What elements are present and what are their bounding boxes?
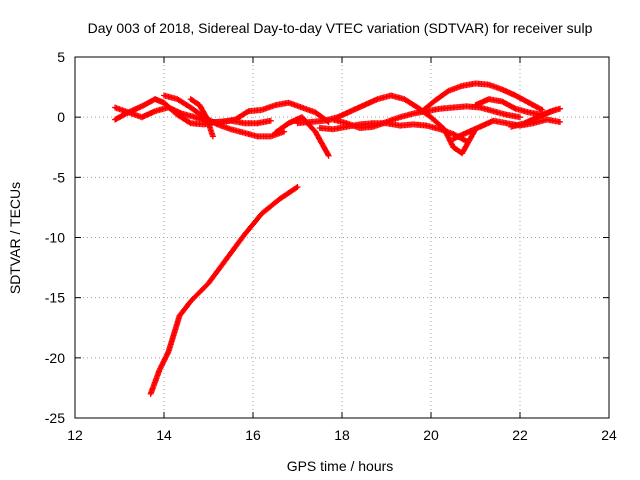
marker-path	[330, 103, 523, 131]
series-trace-10	[450, 116, 563, 142]
y-tick-label: -20	[45, 350, 65, 366]
chart-title: Day 003 of 2018, Sidereal Day-to-day VTE…	[88, 20, 593, 36]
y-axis-title: SDTVAR / TECUs	[7, 182, 23, 294]
series-trace-6	[294, 92, 479, 157]
series-trace-8	[330, 103, 523, 131]
x-tick-label: 18	[334, 427, 350, 443]
series-trace-5	[272, 114, 332, 159]
marker-path	[508, 105, 563, 130]
x-tick-label: 12	[67, 427, 83, 443]
marker-path	[272, 114, 332, 159]
series-trace-7	[316, 120, 470, 145]
y-tick-label: -15	[45, 290, 65, 306]
series-trace-descending	[147, 184, 301, 397]
y-tick-label: -25	[45, 410, 65, 426]
x-tick-label: 24	[601, 427, 617, 443]
marker-path	[187, 96, 216, 140]
marker-path	[147, 184, 301, 397]
marker-path	[316, 120, 470, 145]
axis-ticks: 12 14 16 18 20 22 24 -25 -20 -15 -10 -5 0 5	[45, 49, 617, 443]
marker-path	[294, 92, 479, 157]
y-tick-label: -10	[45, 230, 65, 246]
x-tick-label: 20	[423, 427, 439, 443]
marker-path	[161, 92, 288, 140]
marker-path	[419, 80, 546, 115]
x-tick-label: 22	[512, 427, 528, 443]
x-tick-label: 16	[245, 427, 261, 443]
x-tick-label: 14	[156, 427, 172, 443]
y-tick-label: 0	[57, 109, 65, 125]
series-trace-12	[508, 105, 563, 130]
y-tick-label: -5	[53, 169, 66, 185]
series-trace-4	[187, 96, 216, 140]
x-axis-title: GPS time / hours	[287, 458, 394, 474]
marker-path	[450, 116, 563, 142]
series-layer	[112, 80, 563, 397]
series-trace-3	[161, 92, 288, 140]
y-tick-label: 5	[57, 49, 65, 65]
series-trace-9	[419, 80, 546, 115]
